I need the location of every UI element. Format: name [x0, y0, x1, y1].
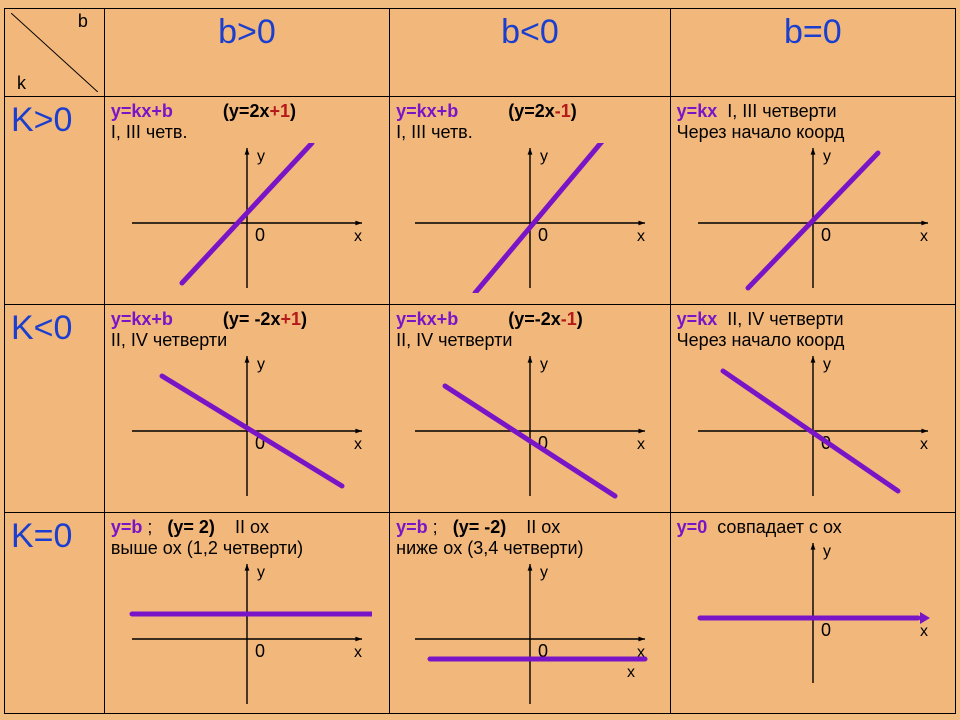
- cell-r0-c2: y=kx I, III четвертиЧерез начало коорд y x…: [670, 97, 955, 305]
- svg-text:y: y: [823, 543, 831, 560]
- svg-text:y: y: [257, 564, 265, 581]
- formula-line: y=kx+b (y=-2x-1): [396, 309, 664, 330]
- formula-line: y=0 совпадает с ох: [677, 517, 949, 538]
- svg-text:x: x: [920, 623, 928, 640]
- svg-text:y: y: [257, 148, 265, 165]
- svg-text:0: 0: [821, 620, 831, 640]
- mini-plot: y x 0: [122, 559, 372, 709]
- mini-plot: y x 0: [405, 143, 655, 293]
- linear-function-table: b k b>0b<0b=0K>0y=kx+b (y=2x+1)I, III че…: [4, 8, 956, 714]
- col-header-2: b=0: [670, 9, 955, 97]
- formula-sub: I, III четв.: [111, 122, 383, 143]
- formula-line: y=kx I, III четверти: [677, 101, 949, 122]
- svg-text:y: y: [540, 148, 548, 165]
- formula-sub: ниже ox (3,4 четверти): [396, 538, 664, 559]
- cell-r2-c0: y=b ; (y= 2) II oxвыше ox (1,2 четверти)…: [104, 513, 389, 714]
- svg-text:y: y: [540, 564, 548, 581]
- svg-text:0: 0: [821, 225, 831, 245]
- row-header-1: K<0: [5, 305, 105, 513]
- svg-text:y: y: [540, 356, 548, 373]
- cell-r1-c0: y=kx+b (y= -2x+1)II, IV четвертиyx0: [104, 305, 389, 513]
- corner-cell: b k: [5, 9, 105, 97]
- formula-line: y=kx+b (y=2x+1): [111, 101, 383, 122]
- cell-r1-c2: y=kx II, IV четвертиЧерез начало коорд y x…: [670, 305, 955, 513]
- svg-text:x: x: [920, 228, 928, 245]
- svg-text:y: y: [823, 148, 831, 165]
- cell-r2-c2: y=0 совпадает с ох y x 0: [670, 513, 955, 714]
- mini-plot: yx0x: [405, 559, 655, 709]
- svg-text:0: 0: [538, 225, 548, 245]
- svg-text:y: y: [823, 356, 831, 373]
- formula-sub: выше ox (1,2 четверти): [111, 538, 383, 559]
- cell-r1-c1: y=kx+b (y=-2x-1)II, IV четвертиyx0: [390, 305, 671, 513]
- mini-plot: yx0: [405, 351, 655, 501]
- svg-text:0: 0: [255, 225, 265, 245]
- formula-sub: Через начало коорд: [677, 122, 949, 143]
- mini-plot: yx0: [688, 351, 938, 501]
- formula-line: y=b ; (y= -2) II ox: [396, 517, 664, 538]
- col-header-0: b>0: [104, 9, 389, 97]
- svg-text:x: x: [627, 664, 635, 681]
- mini-plot: y x 0: [688, 538, 938, 688]
- row-header-2: K=0: [5, 513, 105, 714]
- formula-sub: II, IV четверти: [396, 330, 664, 351]
- col-header-1: b<0: [390, 9, 671, 97]
- mini-plot: yx0: [122, 351, 372, 501]
- mini-plot: y x 0: [688, 143, 938, 293]
- cell-r0-c1: y=kx+b (y=2x-1)I, III четв. y x 0: [390, 97, 671, 305]
- svg-text:x: x: [354, 644, 362, 661]
- formula-line: y=kx+b (y= -2x+1): [111, 309, 383, 330]
- formula-sub: I, III четв.: [396, 122, 664, 143]
- formula-line: y=kx II, IV четверти: [677, 309, 949, 330]
- svg-text:0: 0: [255, 641, 265, 661]
- slide-outer: b k b>0b<0b=0K>0y=kx+b (y=2x+1)I, III че…: [0, 0, 960, 720]
- svg-text:y: y: [257, 356, 265, 373]
- formula-sub: Через начало коорд: [677, 330, 949, 351]
- formula-sub: II, IV четверти: [111, 330, 383, 351]
- svg-text:x: x: [920, 436, 928, 453]
- svg-text:x: x: [637, 228, 645, 245]
- formula-line: y=kx+b (y=2x-1): [396, 101, 664, 122]
- mini-plot: y x 0: [122, 143, 372, 293]
- cell-r2-c1: y=b ; (y= -2) II oxниже ox (3,4 четверти…: [390, 513, 671, 714]
- svg-text:x: x: [354, 436, 362, 453]
- formula-line: y=b ; (y= 2) II ox: [111, 517, 383, 538]
- svg-text:x: x: [637, 436, 645, 453]
- svg-text:x: x: [354, 228, 362, 245]
- row-header-0: K>0: [5, 97, 105, 305]
- cell-r0-c0: y=kx+b (y=2x+1)I, III четв. y x 0: [104, 97, 389, 305]
